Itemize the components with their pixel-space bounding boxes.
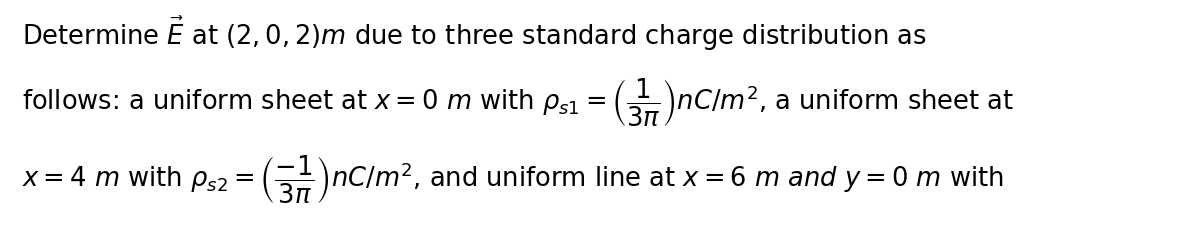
Text: follows: a uniform sheet at $x = 0\ m$ with $\rho_{s1} = \left(\dfrac{1}{3\pi}\r: follows: a uniform sheet at $x = 0\ m$ w… (22, 77, 1014, 129)
Text: $x = 4\ m$ with $\rho_{s2} = \left(\dfrac{-1}{3\pi}\right)nC/m^2$, and uniform l: $x = 4\ m$ with $\rho_{s2} = \left(\dfra… (22, 153, 1003, 206)
Text: Determine $\vec{E}$ at $(2, 0, 2)m$ due to three standard charge distribution as: Determine $\vec{E}$ at $(2, 0, 2)m$ due … (22, 14, 926, 53)
